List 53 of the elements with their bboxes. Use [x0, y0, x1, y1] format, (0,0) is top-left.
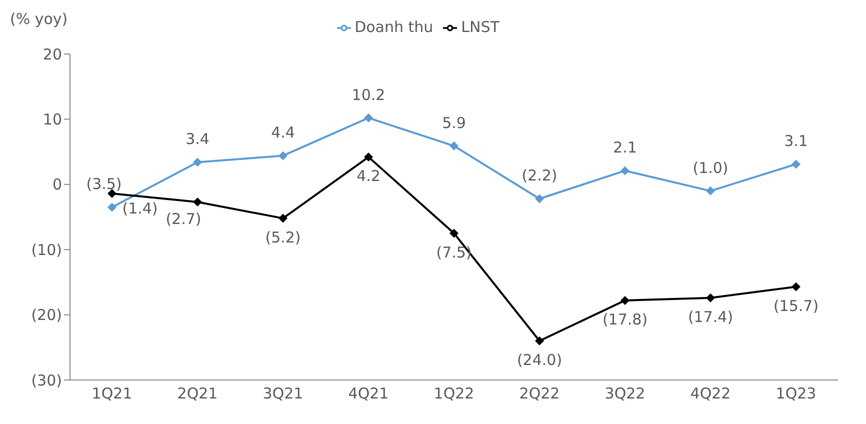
point [535, 336, 544, 346]
legend-label: LNST [461, 18, 500, 36]
point [620, 166, 630, 176]
data-label: (2.7) [166, 210, 202, 228]
data-label: (3.5) [86, 175, 122, 194]
data-label: 10.2 [352, 86, 386, 104]
data-label: (24.0) [516, 350, 562, 369]
point [620, 296, 630, 305]
y-tick-label: (20) [31, 306, 62, 324]
point [108, 202, 116, 212]
x-tick-label: 1Q23 [776, 384, 816, 403]
point [706, 186, 715, 196]
data-label: 4.4 [271, 124, 295, 142]
point [278, 151, 288, 160]
y-tick-label: 0 [52, 176, 62, 194]
x-tick-label: 1Q22 [434, 384, 474, 403]
point [193, 158, 202, 167]
legend-label: Doanh thu [354, 18, 434, 36]
x-tick-label: 2Q21 [177, 384, 218, 403]
point [792, 282, 800, 292]
y-axis-title: (% yoy) [10, 10, 68, 28]
data-label: 4.2 [356, 167, 380, 186]
point [364, 152, 373, 162]
data-label: (17.8) [602, 310, 648, 328]
data-label: 3.1 [784, 132, 808, 150]
data-label: (17.4) [688, 308, 734, 326]
data-label: (15.7) [773, 296, 819, 315]
point [535, 194, 544, 204]
data-label: (2.2) [522, 166, 558, 185]
point [450, 228, 458, 238]
data-label: (1.4) [122, 200, 158, 218]
data-label: 5.9 [442, 114, 466, 132]
y-tick-label: 20 [42, 45, 62, 64]
data-label: 2.1 [613, 138, 637, 157]
point [364, 113, 373, 122]
x-tick-label: 3Q21 [262, 384, 304, 403]
point [792, 160, 800, 169]
x-tick-label: 4Q22 [690, 384, 731, 403]
point [278, 214, 288, 223]
point [450, 141, 458, 150]
point [706, 293, 715, 302]
point [193, 198, 202, 207]
x-tick-label: 2Q22 [519, 384, 560, 403]
y-tick-label: (30) [31, 371, 62, 390]
x-tick-label: 4Q21 [348, 384, 389, 403]
data-label: (1.0) [692, 158, 728, 177]
x-tick-label: 1Q21 [92, 384, 132, 403]
data-label: (7.5) [436, 243, 472, 262]
y-tick-label: 10 [42, 110, 62, 129]
data-label: (5.2) [265, 228, 301, 246]
data-label: 3.4 [186, 130, 210, 148]
y-tick-label: (10) [31, 240, 62, 259]
x-tick-label: 3Q22 [604, 384, 646, 403]
